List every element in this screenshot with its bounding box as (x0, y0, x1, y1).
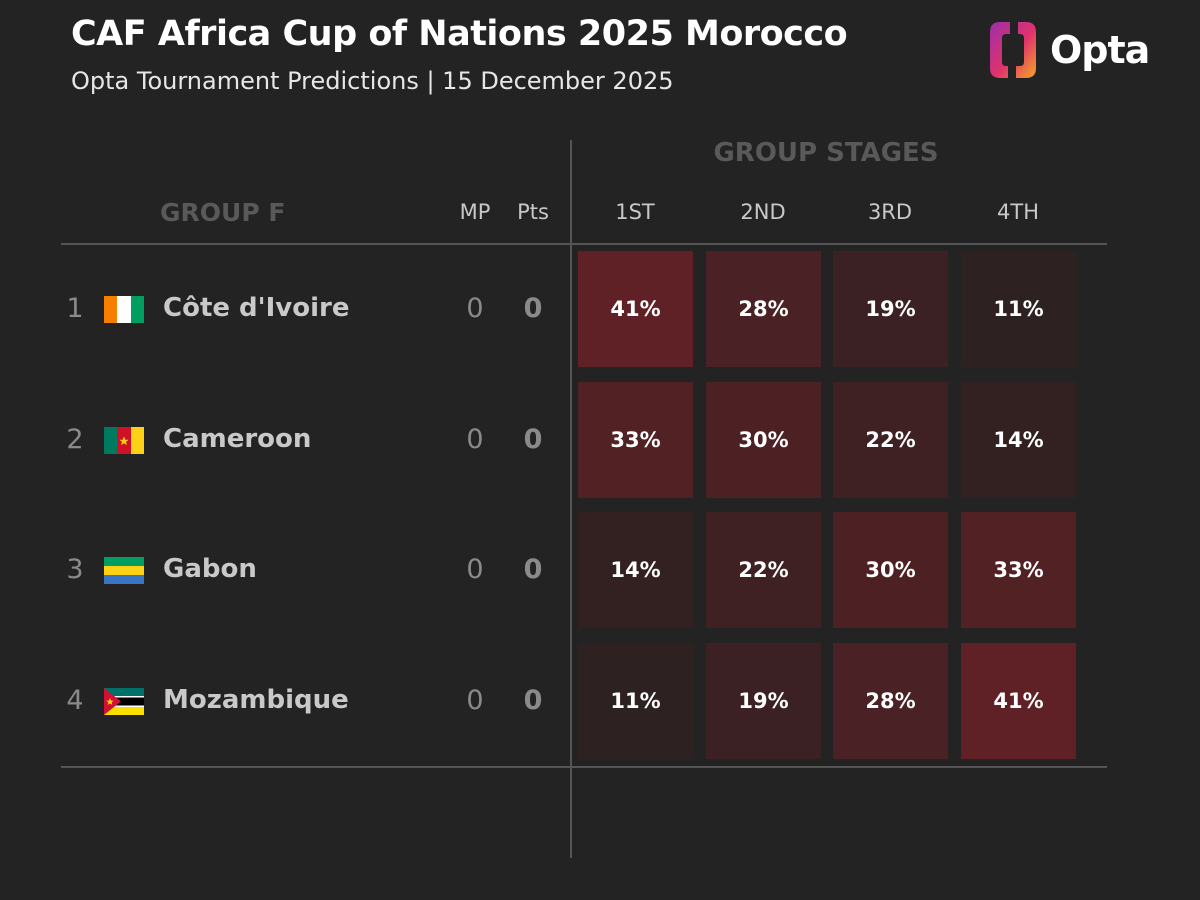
points: 0 (523, 424, 543, 455)
cameroon-flag-icon (104, 427, 144, 454)
matches-played: 0 (466, 554, 484, 585)
footer-divider (61, 766, 1107, 768)
heatmap-cell: 28% (833, 643, 948, 759)
heatmap-cell: 22% (706, 512, 821, 628)
heatmap-cell: 41% (961, 643, 1076, 759)
pts-column-header: Pts (517, 200, 549, 224)
heatmap-cell: 11% (961, 251, 1076, 367)
heatmap-cell: 19% (706, 643, 821, 759)
chart-subtitle: Opta Tournament Predictions | 15 Decembe… (71, 67, 674, 95)
mp-column-header: MP (459, 200, 491, 224)
heatmap-cell: 14% (961, 382, 1076, 498)
gabon-flag-icon (104, 557, 144, 584)
group-stages-header: GROUP STAGES (713, 138, 939, 168)
points: 0 (523, 293, 543, 324)
opta-logo-text: Opta (1050, 28, 1150, 72)
column-divider (570, 140, 572, 858)
heatmap-cell: 33% (961, 512, 1076, 628)
position-header-2nd: 2ND (740, 200, 786, 224)
heatmap-cell: 30% (833, 512, 948, 628)
ivory-coast-flag-icon (104, 296, 144, 323)
heatmap-cell: 30% (706, 382, 821, 498)
team-name: Côte d'Ivoire (163, 293, 350, 323)
matches-played: 0 (466, 685, 484, 716)
row-rank: 3 (66, 554, 84, 585)
opta-logo: Opta (986, 18, 1150, 82)
points: 0 (523, 685, 543, 716)
heatmap-cell: 28% (706, 251, 821, 367)
heatmap-cell: 19% (833, 251, 948, 367)
position-header-4th: 4TH (997, 200, 1039, 224)
row-rank: 2 (66, 424, 84, 455)
position-header-3rd: 3RD (867, 200, 913, 224)
team-name: Cameroon (163, 424, 312, 454)
heatmap-cell: 14% (578, 512, 693, 628)
points: 0 (523, 554, 543, 585)
heatmap-cell: 41% (578, 251, 693, 367)
heatmap-cell: 22% (833, 382, 948, 498)
group-label: GROUP F (160, 198, 286, 227)
position-header-1st: 1ST (615, 200, 655, 224)
mozambique-flag-icon (104, 688, 144, 715)
row-rank: 4 (66, 685, 84, 716)
row-rank: 1 (66, 293, 84, 324)
chart-title: CAF Africa Cup of Nations 2025 Morocco (71, 14, 848, 54)
header-divider (61, 243, 1107, 245)
opta-logo-icon (990, 18, 1036, 82)
team-name: Gabon (163, 554, 257, 584)
matches-played: 0 (466, 293, 484, 324)
heatmap-cell: 33% (578, 382, 693, 498)
matches-played: 0 (466, 424, 484, 455)
heatmap-cell: 11% (578, 643, 693, 759)
team-name: Mozambique (163, 685, 349, 715)
